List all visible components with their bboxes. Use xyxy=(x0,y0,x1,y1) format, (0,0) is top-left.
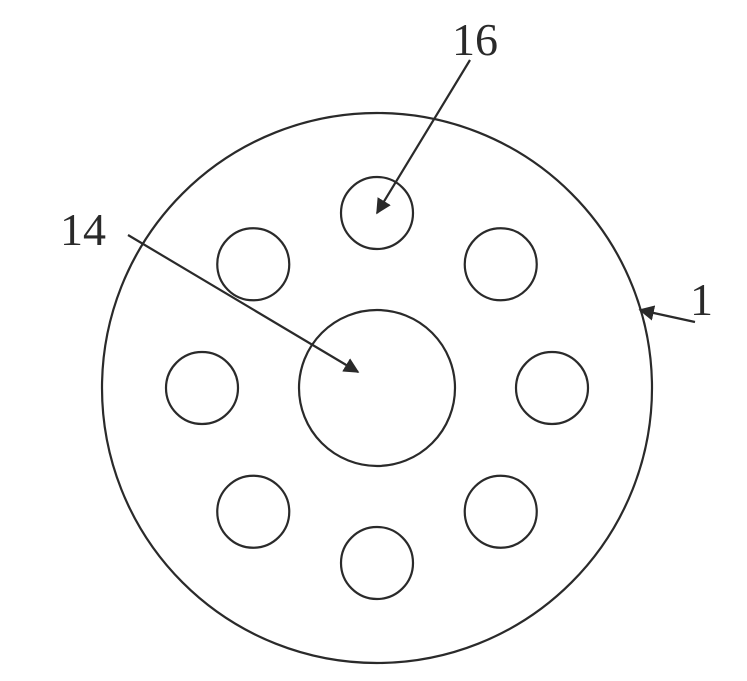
bolt-hole xyxy=(217,476,289,548)
center-bore xyxy=(299,310,455,466)
bolt-hole xyxy=(166,352,238,424)
bolt-hole xyxy=(217,228,289,300)
outer-disc xyxy=(102,113,652,663)
callout-leader xyxy=(128,235,358,372)
callout-label: 16 xyxy=(452,14,498,65)
callout-label: 14 xyxy=(60,204,106,255)
bolt-hole xyxy=(465,228,537,300)
bolt-hole xyxy=(341,527,413,599)
callout-label: 1 xyxy=(690,274,713,325)
bolt-hole xyxy=(465,476,537,548)
callout-leader xyxy=(640,310,695,322)
bolt-hole xyxy=(516,352,588,424)
callout-leader xyxy=(377,60,470,213)
